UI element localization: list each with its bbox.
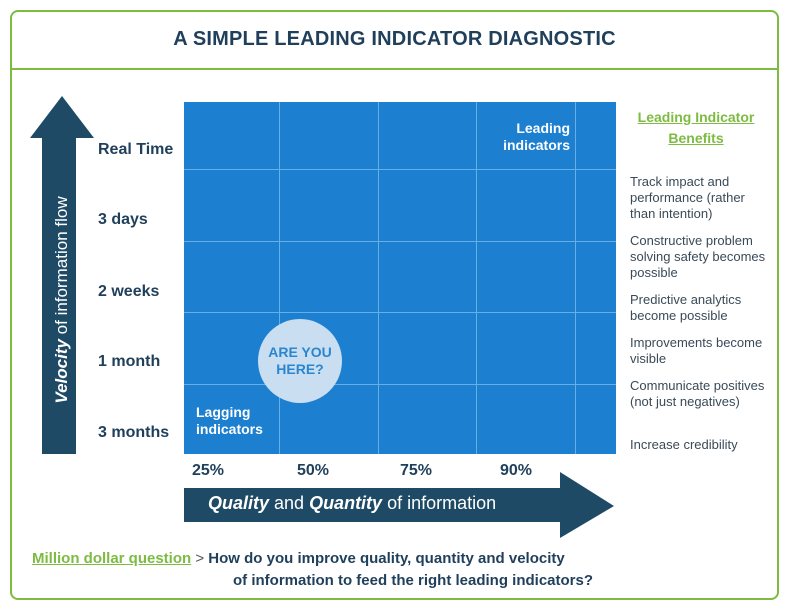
page-title: A SIMPLE LEADING INDICATOR DIAGNOSTIC	[173, 27, 616, 50]
quality-quantity-arrow	[184, 472, 614, 538]
benefit-item: Predictive analytics become possible	[630, 292, 742, 323]
are-you-here-marker: ARE YOU HERE?	[258, 319, 342, 403]
diagram-frame	[10, 10, 779, 600]
question-line-1: How do you improve quality, quantity and…	[208, 550, 565, 567]
x-tick-75: 75%	[400, 462, 433, 479]
quality-quantity-axis-label: Quality and Quantity of information	[208, 493, 497, 513]
velocity-axis-label: Velocity of information flow	[52, 196, 71, 404]
benefit-item: Constructive problem solving safety beco…	[630, 233, 766, 280]
x-tick-50: 50%	[297, 462, 330, 479]
million-dollar-question: Million dollar question > How do you imp…	[32, 548, 565, 570]
grid-line	[476, 102, 477, 454]
question-line-2: of information to feed the right leading…	[233, 572, 593, 589]
question-separator: >	[191, 550, 209, 567]
x-tick-25: 25%	[192, 462, 225, 479]
lagging-indicators-label: Lagging indicators	[196, 404, 263, 437]
y-tick-real-time: Real Time	[98, 141, 174, 158]
benefit-item: Track impact and performance (rather tha…	[630, 174, 745, 221]
leading-indicators-label: Leading indicators	[503, 120, 570, 153]
y-tick-2-weeks: 2 weeks	[98, 283, 160, 300]
grid-line	[184, 169, 616, 170]
question-link[interactable]: Million dollar question	[32, 550, 192, 567]
diagnostic-grid	[184, 102, 616, 454]
title-bar: A SIMPLE LEADING INDICATOR DIAGNOSTIC	[10, 10, 779, 70]
benefit-item: Communicate positives (not just negative…	[630, 378, 765, 409]
grid-line	[279, 102, 280, 454]
benefit-item: Increase credibility	[630, 437, 738, 452]
grid-line	[184, 241, 616, 242]
grid-line	[184, 312, 616, 313]
x-tick-90: 90%	[500, 462, 533, 479]
y-tick-3-months: 3 months	[98, 424, 170, 441]
grid-line	[378, 102, 379, 454]
grid-line	[184, 384, 616, 385]
velocity-arrow	[30, 96, 94, 454]
y-tick-1-month: 1 month	[98, 353, 161, 370]
benefit-item: Improvements become visible	[630, 335, 763, 366]
grid-line	[575, 102, 576, 454]
y-tick-3-days: 3 days	[98, 211, 148, 228]
benefits-title: Leading Indicator Benefits	[637, 109, 755, 146]
